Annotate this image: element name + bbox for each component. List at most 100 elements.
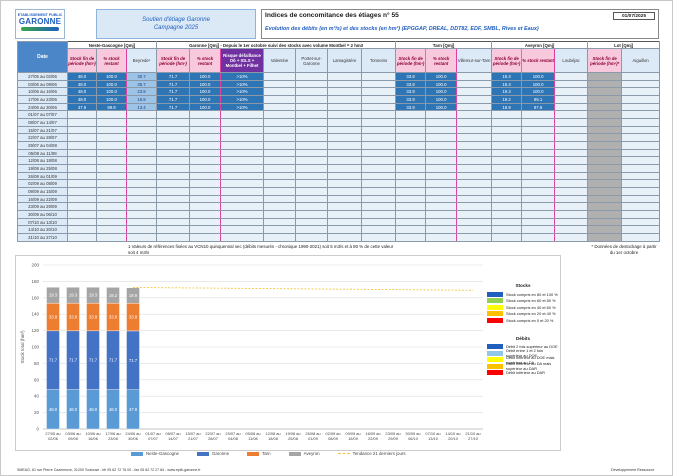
date-cell: 17/06 au 23/06 [17,95,68,104]
legend-item: Débit 2 fois supérieur au DOE [487,344,559,351]
table-cell: 100.0 [96,87,127,96]
table-cell [156,210,191,219]
table-row: 10/06 au 16/06 48.0 100.0 23.9 71.7 100.0 >10%… [17,87,661,96]
table-cell [456,225,493,235]
table-cell [491,179,523,189]
table-cell [587,125,623,135]
table-cell [156,156,191,166]
y-axis-label: Stock total (hm³) [20,330,25,364]
table-cell [587,225,623,235]
table-cell [587,171,623,181]
table-cell [156,194,191,204]
table-cell [361,87,397,96]
x-tick-label: 26/08 au 01/09 [305,431,321,441]
x-tick-label: 05/08 au 11/08 [245,431,261,441]
table-cell [521,187,556,196]
table-cell [327,225,363,235]
table-cell [125,187,158,196]
legend-swatch [196,451,209,456]
column-header: Tonneins [361,48,397,73]
table-cell [621,202,661,212]
table-cell [156,202,191,212]
table-cell [125,148,158,158]
table-cell [554,164,589,173]
legend-swatch [487,370,503,376]
table-cell [220,141,265,150]
table-cell [395,164,427,173]
table-cell [327,217,363,227]
date-cell: 22/07 au 28/07 [17,133,68,143]
table-cell [67,233,97,242]
date-cell: 08/07 au 14/07 [17,118,68,127]
table-cell [67,194,97,204]
table-cell [456,118,493,127]
table-cell [554,79,589,89]
table-cell [395,141,427,150]
table-cell [361,125,397,135]
table-cell [361,79,397,89]
table-cell: 23.9 [125,87,158,96]
table-cell [327,133,363,143]
table-cell [220,225,265,235]
table-row: 14/10 au 20/10 [17,225,661,235]
table-cell [96,194,127,204]
header-row: Date Neste-Gascogne [Qmj] Garonne [Qmj] - … [17,41,661,73]
table-cell [621,217,661,227]
group-header: Neste-Gascogne [Qmj] [66,41,158,49]
table-cell [96,233,127,242]
table-cell [125,210,158,219]
table-cell [220,217,265,227]
table-cell [587,179,623,189]
table-cell [621,233,661,242]
table-cell [491,171,523,181]
table-cell [587,202,623,212]
table-cell [456,179,493,189]
table-cell: 100.0 [425,72,458,81]
table-cell [491,118,523,127]
table-cell [521,148,556,158]
table-cell: 99.9 [96,102,127,112]
table-cell [554,187,589,196]
table-cell [327,118,363,127]
date-cell: 15/07 au 21/07 [17,125,68,135]
table-cell [96,125,127,135]
table-cell [263,72,297,81]
table-cell [425,133,458,143]
table-cell [96,187,127,196]
table-cell [125,164,158,173]
chart-legend: Neste-Gascogne Garonne Tarn Aveyron Tendance… [131,451,424,456]
table-cell [361,156,397,166]
table-cell [327,79,363,89]
legend-item: Garonne [196,451,229,456]
column-header: Loubéjac [554,48,589,73]
table-cell [521,156,556,166]
table-cell [263,125,297,135]
table-cell [587,110,623,120]
table-cell [587,187,623,196]
table-cell [521,133,556,143]
x-tick-label: 21/10 au 27/10 [465,431,481,441]
table-cell [189,141,222,150]
bar-label: 71.7 [129,358,138,363]
table-cell: >10% [220,87,265,96]
table-cell [327,110,363,120]
bar-label: 19.2 [109,293,118,298]
table-cell [263,148,297,158]
bar-label: 33.8 [49,314,58,319]
table-cell [189,210,222,219]
table-cell: 71.7 [156,95,191,104]
table-cell [554,133,589,143]
table-row: 22/07 au 28/07 [17,133,661,143]
table-cell [327,194,363,204]
table-cell [491,233,523,242]
table-cell [156,225,191,235]
table-cell: >10% [220,79,265,89]
table-cell [361,187,397,196]
table-cell [295,118,329,127]
table-row: 24/06 au 30/06 47.9 99.9 13.4 71.7 100.0 >10% 3… [17,102,661,112]
legend-label: Stock compris en 20 et 40 % [506,311,556,317]
table-cell [554,202,589,212]
table-cell [361,233,397,242]
table-cell [361,194,397,204]
table-cell [327,202,363,212]
